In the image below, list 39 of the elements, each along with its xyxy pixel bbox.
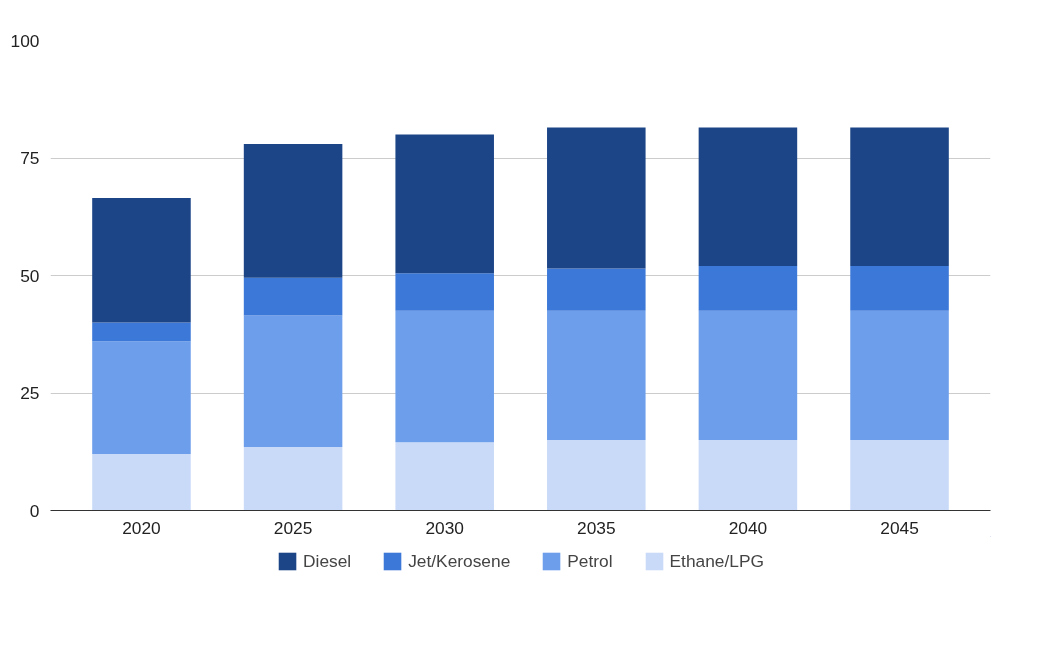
bar (395, 310, 494, 443)
bar (243, 447, 343, 511)
bar (92, 454, 191, 511)
bar (698, 266, 798, 311)
bar (547, 440, 646, 511)
bar (395, 442, 494, 511)
y-tick-label: 100 (10, 30, 40, 51)
x-tick-label: 2030 (425, 517, 464, 538)
bar (92, 322, 191, 342)
bar (850, 266, 949, 311)
bar (850, 440, 949, 511)
bar (243, 277, 343, 316)
bar (850, 127, 949, 267)
x-tick-label: 2020 (122, 517, 161, 538)
bar (547, 310, 646, 440)
y-tick-label: 25 (20, 383, 40, 403)
legend-label: Diesel (303, 550, 352, 572)
bar (395, 134, 494, 274)
bar (92, 341, 191, 455)
x-tick-label: 2025 (273, 517, 313, 538)
legend-label: Petrol (567, 550, 613, 572)
bar (243, 315, 343, 448)
bar (547, 127, 646, 269)
y-tick-label: 0 (29, 500, 40, 521)
legend-label: Jet/Kerosene (408, 550, 511, 572)
x-tick-label: 2035 (577, 517, 616, 538)
legend-label: Ethane/LPG (669, 550, 764, 572)
y-tick-label: 50 (20, 265, 40, 286)
bar (243, 143, 343, 278)
bar (92, 197, 191, 323)
bar (698, 440, 798, 511)
y-tick-label: 75 (20, 148, 40, 168)
bar (547, 268, 646, 311)
bar (698, 127, 798, 267)
bar (698, 310, 798, 440)
x-tick-label: 2040 (728, 517, 768, 538)
bar (850, 310, 949, 440)
x-tick-label: 2045 (880, 517, 919, 538)
bar (395, 273, 494, 311)
